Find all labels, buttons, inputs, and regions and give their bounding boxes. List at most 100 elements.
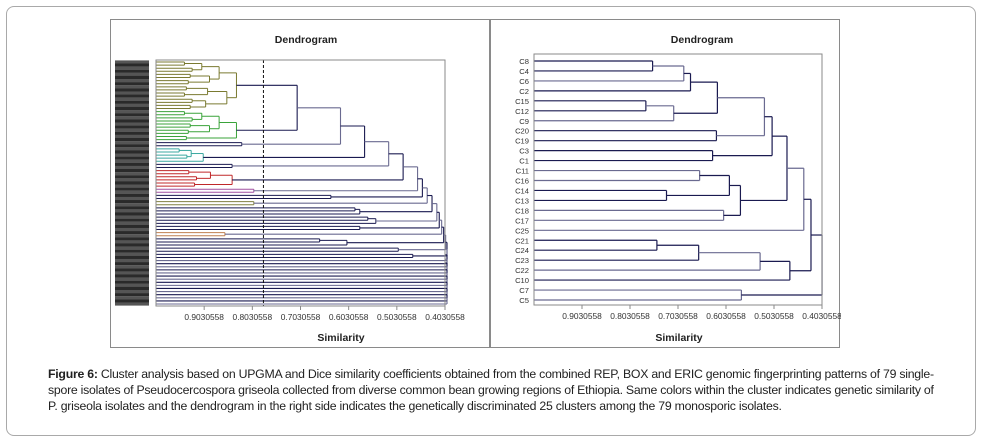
leaf-label-block bbox=[115, 240, 149, 244]
leaf-label-block bbox=[115, 116, 149, 120]
leaf-label-block bbox=[115, 82, 149, 86]
leaf-label-block bbox=[115, 218, 149, 222]
right-dendrogram-chart: Dendrogram Similarity 0.9030558 0.8030558… bbox=[515, 34, 841, 344]
x-tick-label: 0.7030558 bbox=[658, 311, 698, 321]
leaf-label-block bbox=[115, 91, 149, 95]
x-tick-label: 0.5030558 bbox=[377, 312, 417, 322]
leaf-label-block bbox=[115, 212, 149, 216]
x-tick-label: 0.8030558 bbox=[610, 311, 650, 321]
leaf-label-block bbox=[115, 178, 149, 182]
leaf-label-block bbox=[115, 103, 149, 108]
leaf-label-block bbox=[115, 66, 149, 70]
leaf-label-block bbox=[115, 277, 149, 281]
leaf-label: C24 bbox=[515, 246, 529, 255]
leaf-label: C11 bbox=[516, 167, 529, 176]
leaf-label-block bbox=[115, 296, 149, 300]
right-plot-area bbox=[533, 53, 823, 306]
left-chart-title: Dendrogram bbox=[275, 34, 337, 46]
leaf-label-block bbox=[115, 97, 149, 101]
leaf-label-block bbox=[115, 234, 149, 238]
leaf-label-block bbox=[115, 134, 149, 139]
leaf-label-block bbox=[115, 286, 149, 291]
leaf-label-block bbox=[115, 69, 149, 73]
leaf-label-block bbox=[115, 200, 149, 204]
leaf-label-block bbox=[115, 283, 149, 287]
leaf-label-block bbox=[115, 159, 149, 163]
leaf-label: C23 bbox=[515, 256, 529, 265]
left-x-axis-title: Similarity bbox=[317, 332, 364, 344]
right-x-axis-title: Similarity bbox=[655, 332, 702, 344]
leaf-label: C17 bbox=[515, 216, 529, 225]
leaf-label-block bbox=[115, 299, 149, 303]
leaf-label-block bbox=[115, 147, 149, 151]
leaf-label: C16 bbox=[515, 177, 529, 186]
leaf-label-block bbox=[115, 119, 149, 123]
leaf-label-block bbox=[115, 249, 149, 253]
leaf-label: C9 bbox=[519, 117, 529, 126]
leaf-label: C3 bbox=[519, 147, 529, 156]
leaf-label-block bbox=[115, 165, 149, 170]
leaf-label-block bbox=[115, 243, 149, 247]
leaf-label-block bbox=[115, 193, 149, 198]
leaf-label-block bbox=[115, 79, 149, 83]
leaf-label-block bbox=[115, 156, 149, 160]
caption-text: Cluster analysis based on UPGMA and Dice… bbox=[48, 367, 934, 413]
leaf-label-block bbox=[115, 94, 149, 98]
leaf-label-block bbox=[115, 125, 149, 129]
leaf-label-block bbox=[115, 122, 149, 126]
leaf-label-block bbox=[115, 141, 149, 145]
leaf-label-block bbox=[115, 262, 149, 266]
right-chart-title: Dendrogram bbox=[671, 34, 733, 46]
leaf-label: C22 bbox=[515, 266, 529, 275]
x-tick-label: 0.9030558 bbox=[562, 311, 602, 321]
leaf-label-block bbox=[115, 203, 149, 207]
leaf-label-block bbox=[115, 221, 149, 225]
leaf-label-block bbox=[115, 190, 149, 194]
leaf-label-block bbox=[115, 255, 149, 260]
leaf-label-block bbox=[115, 60, 149, 64]
leaf-label-block bbox=[115, 137, 149, 142]
leaf-label-block bbox=[115, 231, 149, 235]
leaf-label-block bbox=[115, 85, 149, 89]
leaf-label-block bbox=[115, 227, 149, 232]
leaf-label-block bbox=[115, 268, 149, 272]
leaf-label-block bbox=[115, 88, 149, 92]
leaf-label: C6 bbox=[519, 77, 529, 86]
left-dendrogram-chart: Dendrogram Similarity 0.9030558 0.8030558… bbox=[115, 34, 465, 344]
leaf-label-block bbox=[115, 72, 149, 77]
x-tick-label: 0.8030558 bbox=[233, 312, 273, 322]
leaf-label-block bbox=[115, 131, 149, 135]
leaf-label-block bbox=[115, 168, 149, 173]
leaf-label-block bbox=[115, 75, 149, 80]
x-tick-label: 0.9030558 bbox=[184, 312, 224, 322]
leaf-label-block bbox=[115, 196, 149, 201]
leaf-label: C13 bbox=[515, 196, 529, 205]
leaf-label: C2 bbox=[519, 87, 529, 96]
leaf-label: C4 bbox=[519, 67, 529, 76]
right-dendrogram-panel: Dendrogram Similarity 0.9030558 0.8030558… bbox=[490, 19, 841, 348]
leaf-label-block bbox=[115, 175, 149, 179]
leaf-label-block bbox=[115, 265, 149, 269]
leaf-label: C14 bbox=[515, 186, 529, 195]
leaf-label-block bbox=[115, 100, 149, 104]
figure-frame bbox=[6, 6, 976, 436]
leaf-label-block bbox=[115, 162, 149, 166]
leaf-label: C1 bbox=[519, 157, 529, 166]
leaf-label: C5 bbox=[519, 296, 529, 305]
x-tick-label: 0.5030558 bbox=[754, 311, 794, 321]
x-tick-label: 0.6030558 bbox=[706, 311, 746, 321]
leaf-label-block bbox=[115, 215, 149, 219]
leaf-label-block bbox=[115, 224, 149, 229]
leaf-label-block bbox=[115, 181, 149, 185]
leaf-label-block bbox=[115, 209, 149, 213]
leaf-label-block bbox=[115, 271, 149, 275]
leaf-label: C8 bbox=[519, 57, 529, 66]
leaf-label-block bbox=[115, 293, 149, 297]
leaf-label-block bbox=[115, 172, 149, 176]
leaf-label: C15 bbox=[515, 97, 529, 106]
leaf-label-block bbox=[115, 128, 149, 132]
leaf-label: C10 bbox=[515, 276, 529, 285]
leaf-label-block bbox=[115, 206, 149, 210]
leaf-label-block bbox=[115, 113, 149, 117]
leaf-label-block bbox=[115, 110, 149, 114]
